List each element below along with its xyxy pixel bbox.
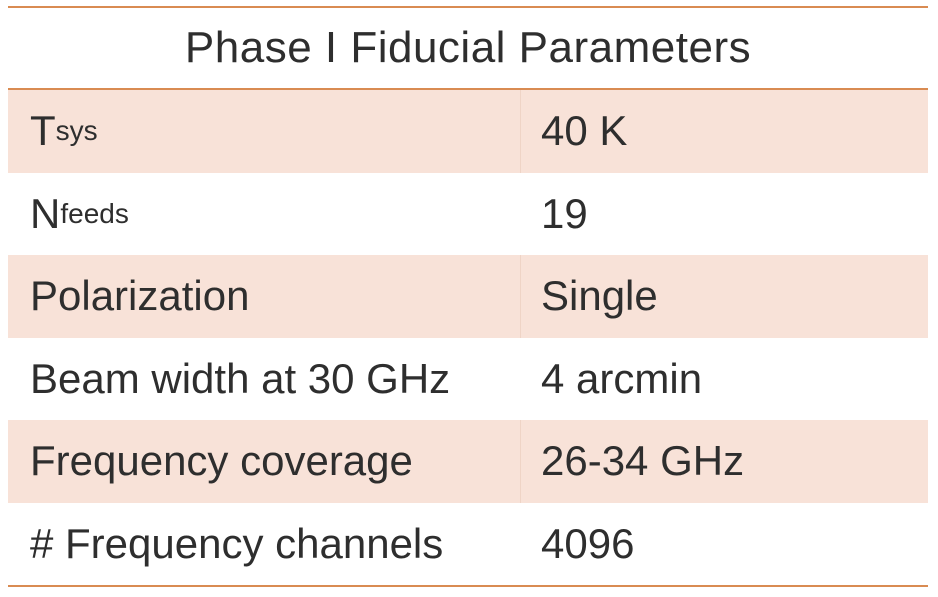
value-text: Single [541,272,658,320]
label-text: Beam width at 30 GHz [30,354,451,402]
value-text: 40 K [541,107,628,155]
value-text: 4 arcmin [541,354,703,402]
value-text: 26-34 GHz [541,437,745,485]
table-row: Beam width at 30 GHz 4 arcmin [8,338,928,421]
label-subscript: feeds [60,197,129,229]
value-cell: 19 [521,173,928,256]
label-text: T [30,107,56,155]
label-cell: # Frequency channels [8,503,521,586]
label-text: Polarization [30,272,250,320]
value-cell: 4 arcmin [521,338,928,421]
table-row: Frequency coverage 26-34 GHz [8,420,928,503]
label-text: N [30,189,61,237]
value-cell: Single [521,255,928,338]
table-title: Phase I Fiducial Parameters [8,6,928,90]
table-row: Polarization Single [8,255,928,338]
label-subscript: sys [55,115,98,147]
table-row: # Frequency channels 4096 [8,503,928,586]
label-cell: Frequency coverage [8,420,521,503]
label-text: Frequency coverage [30,437,413,485]
label-cell: Beam width at 30 GHz [8,338,521,421]
value-text: 4096 [541,519,635,567]
value-cell: 26-34 GHz [521,420,928,503]
label-text: # Frequency channels [30,519,444,567]
value-cell: 4096 [521,503,928,586]
value-text: 19 [541,189,588,237]
label-cell: Polarization [8,255,521,338]
value-cell: 40 K [521,90,928,173]
